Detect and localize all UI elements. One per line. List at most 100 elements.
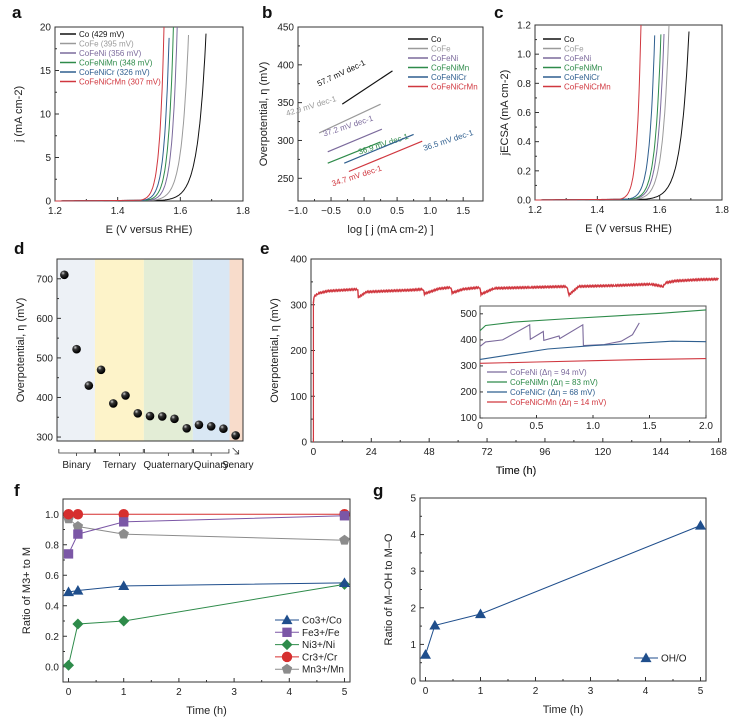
legend-marker-Mn3+/Mn bbox=[281, 663, 293, 674]
x-tick-label: 0 bbox=[423, 686, 429, 697]
legend-label-Co3+/Co: Co3+/Co bbox=[302, 616, 342, 627]
legend-label-CoFeNiCrMn: CoFeNiCrMn bbox=[564, 83, 611, 92]
y-axis-label: Overpotential, η (mV) bbox=[258, 62, 270, 167]
legend-label-Cr3+/Cr: Cr3+/Cr bbox=[302, 652, 338, 663]
x-tick-label: 1.4 bbox=[111, 206, 125, 217]
x-axis-label: Time (h) bbox=[496, 465, 537, 477]
panel-a-lsv: 1.2 1.4 1.6 1.8 0 5 10 15 20 E (V versus RHE) j (m… bbox=[13, 23, 250, 237]
data-point-Cr3+/Cr bbox=[63, 509, 74, 520]
tafel-line-CoFeNiMn bbox=[327, 141, 381, 164]
x-tick-label: 48 bbox=[424, 447, 436, 458]
inset-legend-label-CoFeNiCr: CoFeNiCr (Δη = 68 mV) bbox=[510, 388, 595, 397]
data-point-Ni3+/Ni bbox=[72, 618, 84, 630]
y-tick-label: 5 bbox=[45, 153, 51, 164]
inset-x-tick-label: 1.0 bbox=[586, 421, 600, 432]
inset-y-tick-label: 100 bbox=[460, 413, 477, 424]
inset-legend-label-CoFeNiMn: CoFeNiMn (Δη = 83 mV) bbox=[510, 378, 598, 387]
data-point-Cr3+/Cr bbox=[72, 509, 84, 520]
curve-CoFeNiCrMn bbox=[55, 26, 165, 202]
inset-line-CoFeNiMn bbox=[479, 309, 707, 332]
y-tick-label: 300 bbox=[277, 136, 294, 147]
tafel-slope-label-CoFeNiCrMn: 34.7 mV dec-1 bbox=[331, 163, 384, 188]
series-line-OH/O bbox=[425, 525, 701, 655]
legend-label-CoFeNiMn: CoFeNiMn bbox=[564, 64, 602, 73]
legend-label-CoFe: CoFe bbox=[564, 45, 584, 54]
inset-y-tick-label: 500 bbox=[460, 309, 477, 320]
y-tick-label: 0.2 bbox=[45, 632, 59, 643]
series-line-Fe3+/Fe bbox=[68, 515, 345, 555]
panel-letter-d: d bbox=[14, 239, 24, 258]
curve-CoFe bbox=[535, 24, 670, 201]
y-tick-label: 0.2 bbox=[517, 166, 531, 177]
panel-b-tafel: −1.0 −0.5 0.0 0.5 1.0 1.5 250 300 350 400 450 log [… bbox=[258, 23, 484, 236]
data-point bbox=[72, 344, 81, 354]
y-tick-label: 400 bbox=[36, 393, 53, 404]
x-tick-label: 5 bbox=[342, 687, 348, 698]
data-point-Cr3+/Cr bbox=[118, 509, 129, 520]
y-tick-label: 1 bbox=[410, 640, 416, 651]
curve-CoFeNiCr bbox=[535, 35, 656, 201]
legend-marker-Cr3+/Cr bbox=[281, 651, 293, 663]
panel-letter-a: a bbox=[12, 3, 22, 22]
stability-line-CoFeNiCrMn bbox=[312, 277, 720, 304]
x-tick-label: 0 bbox=[311, 447, 317, 458]
legend-label-CoFeNi: CoFeNi bbox=[564, 54, 591, 63]
tafel-line-Co bbox=[341, 70, 393, 105]
group-label-binary: Binary bbox=[62, 460, 90, 471]
tafel-slope-label-CoFeNiCr: 36.5 mV dec-1 bbox=[422, 128, 475, 153]
y-tick-label: 0 bbox=[301, 438, 307, 449]
y-tick-label: 0.4 bbox=[517, 137, 531, 148]
inset-legend-label-CoFeNiCrMn: CoFeNiCrMn (Δη = 14 mV) bbox=[510, 398, 607, 407]
group-band-senary bbox=[229, 259, 243, 441]
data-point-Fe3+/Fe bbox=[119, 517, 129, 527]
x-axis-label: Time (h) bbox=[543, 704, 584, 716]
legend-marker-Co3+/Co bbox=[281, 614, 293, 625]
tafel-line-CoFeNiCrMn bbox=[348, 140, 423, 173]
x-tick-label: 3 bbox=[231, 687, 237, 698]
curve-CoFeNiMn bbox=[535, 34, 662, 201]
y-tick-label: 3 bbox=[410, 567, 416, 578]
legend-label-CoFeNiCr: CoFeNiCr (326 mV) bbox=[79, 68, 150, 77]
y-tick-label: 0.4 bbox=[45, 601, 59, 612]
panel-letter-e: e bbox=[260, 239, 269, 258]
group-band-quaternary bbox=[143, 259, 193, 441]
y-tick-label: 1.0 bbox=[517, 50, 531, 61]
x-tick-label: 1.8 bbox=[236, 206, 250, 217]
y-axis-label: Overpotential, η (mV) bbox=[269, 298, 281, 403]
x-tick-label: −1.0 bbox=[288, 206, 308, 217]
group-band-quinary bbox=[192, 259, 230, 441]
tafel-slope-label-CoFeNi: 37.2 mV dec-1 bbox=[322, 114, 375, 139]
data-point-Mn3+/Mn bbox=[339, 534, 350, 545]
legend-label-Co: Co bbox=[564, 35, 575, 44]
y-tick-label: 600 bbox=[36, 314, 53, 325]
series-line-Mn3+/Mn bbox=[68, 518, 345, 541]
legend-label-Ni3+/Ni: Ni3+/Ni bbox=[302, 640, 335, 651]
y-tick-label: 0.0 bbox=[45, 662, 59, 673]
x-tick-label: 5 bbox=[698, 686, 704, 697]
legend-label-CoFeNiCrMn: CoFeNiCrMn bbox=[431, 83, 478, 92]
inset-x-tick-label: 1.5 bbox=[643, 421, 657, 432]
group-label-quinary: Quinary bbox=[194, 460, 229, 471]
data-point-OH/O bbox=[475, 608, 486, 619]
legend-label-CoFeNiCr: CoFeNiCr bbox=[564, 73, 600, 82]
legend-label-CoFe: CoFe (395 mV) bbox=[79, 40, 134, 49]
x-tick-label: 120 bbox=[594, 447, 611, 458]
data-point bbox=[157, 412, 167, 421]
inset-line-CoFeNiCr bbox=[479, 340, 707, 360]
y-tick-label: 100 bbox=[290, 392, 307, 403]
x-tick-label: 0.0 bbox=[357, 206, 371, 217]
y-tick-label: 500 bbox=[36, 353, 53, 364]
y-tick-label: 0 bbox=[45, 197, 51, 208]
legend-label-CoFe: CoFe bbox=[431, 45, 451, 54]
x-tick-label: 168 bbox=[710, 447, 727, 458]
data-point bbox=[145, 411, 155, 421]
data-point-Mn3+/Mn bbox=[118, 528, 129, 539]
data-point bbox=[96, 365, 106, 375]
group-label-quaternary: Quaternary bbox=[143, 460, 193, 471]
series-line-Ni3+/Ni bbox=[68, 583, 345, 666]
curve-CoFeNiCrMn bbox=[535, 24, 642, 201]
data-point-Fe3+/Fe bbox=[63, 549, 74, 559]
panel-g-oh-ratio: 0 1 2 3 4 5 0 1 2 3 4 5 Time (h) Ratio of M–OH to M–O… bbox=[383, 494, 707, 716]
series-line-Co3+/Co bbox=[68, 582, 345, 593]
inset-x-tick-label: 0 bbox=[477, 421, 483, 432]
